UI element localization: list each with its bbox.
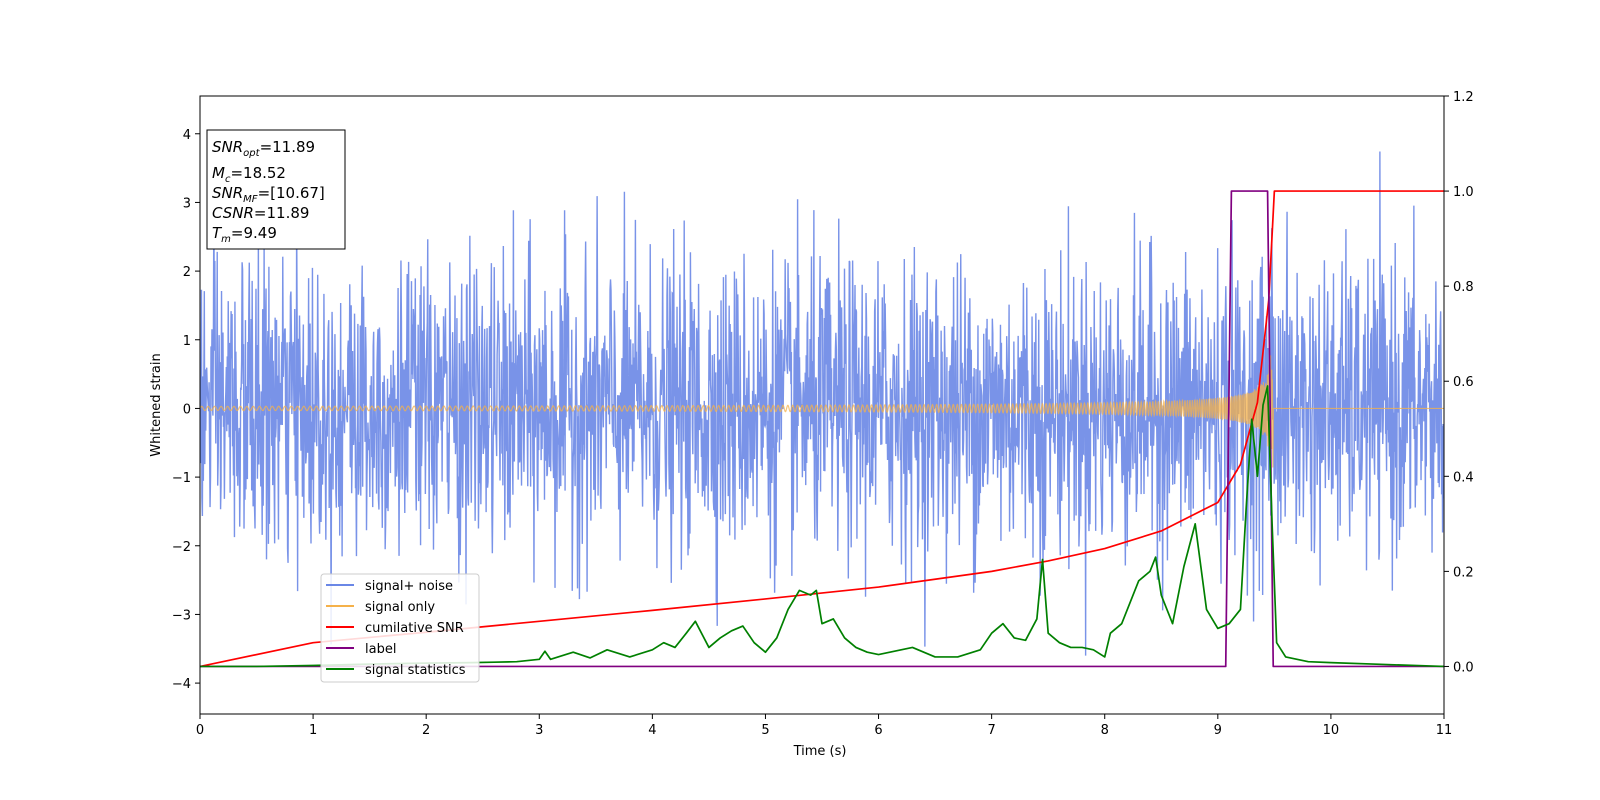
plot-frame	[199, 95, 1445, 715]
x-tick-label: 6	[874, 723, 882, 738]
y-right-tick-label: 0.0	[1453, 660, 1474, 675]
legend: signal+ noise signal only cumilative SNR…	[320, 573, 480, 683]
annotation-snr-opt: SNRopt=11.89	[212, 138, 315, 159]
annotation-csnr: CSNR=11.89	[212, 204, 309, 222]
annotation-mc: Mc=18.52	[212, 164, 286, 185]
annotation-frame	[206, 129, 346, 250]
legend-label-signal-only: signal only	[365, 600, 435, 615]
y-left-tick-label: 4	[183, 128, 191, 143]
y-left-tick-label: 2	[183, 265, 191, 280]
x-axis-label: Time (s)	[793, 744, 847, 759]
x-tick-label: 4	[648, 723, 656, 738]
x-tick-label: 1	[309, 723, 317, 738]
series-cumulative-snr	[200, 190, 1444, 668]
x-tick-label: 5	[761, 723, 769, 738]
x-tick-label: 0	[196, 723, 204, 738]
series-label	[200, 190, 1444, 668]
legend-label-signal-statistics: signal statistics	[365, 663, 466, 678]
x-tick-label: 11	[1436, 723, 1453, 738]
y-left-tick-label: −4	[172, 677, 191, 692]
annotation-snr-mf: SNRMF=[10.67]	[212, 184, 325, 205]
annotation-box: SNRopt=11.89 Mc=18.52 SNRMF=[10.67] CSNR…	[206, 129, 346, 250]
x-tick-label: 7	[987, 723, 995, 738]
y-axis-left-ticks: 4 3 2 1 0 −1 −2 −3 −4	[172, 128, 200, 692]
y-right-tick-label: 0.2	[1453, 565, 1474, 580]
y-left-tick-label: 1	[183, 334, 191, 349]
legend-frame	[320, 573, 480, 683]
x-axis-ticks: 0 1 2 3 4 5 6 7 8 9 10 11	[196, 714, 1452, 738]
y-left-tick-label: −2	[172, 540, 191, 555]
plot-series	[200, 151, 1444, 668]
series-signal-only	[200, 355, 1444, 468]
y-axis-label: Whitened strain	[149, 353, 164, 456]
y-left-tick-label: 3	[183, 196, 191, 211]
legend-label-label: label	[365, 642, 396, 657]
annotation-tm: Tm=9.49	[212, 224, 277, 245]
x-tick-label: 9	[1214, 723, 1222, 738]
y-right-tick-label: 0.4	[1453, 470, 1474, 485]
y-left-tick-label: −3	[172, 608, 191, 623]
legend-label-signal-noise: signal+ noise	[365, 579, 453, 594]
y-right-tick-label: 0.8	[1453, 280, 1474, 295]
series-signal-noise	[200, 151, 1444, 656]
x-tick-label: 3	[535, 723, 543, 738]
x-tick-label: 8	[1101, 723, 1109, 738]
y-right-tick-label: 1.0	[1453, 185, 1474, 200]
x-tick-label: 2	[422, 723, 430, 738]
x-tick-label: 10	[1323, 723, 1340, 738]
legend-label-cumulative-snr: cumilative SNR	[365, 621, 464, 636]
y-axis-right-ticks: 1.2 1.0 0.8 0.6 0.4 0.2 0.0	[1444, 90, 1474, 675]
y-right-tick-label: 0.6	[1453, 375, 1474, 390]
y-left-tick-label: −1	[172, 471, 191, 486]
y-right-tick-label: 1.2	[1453, 90, 1474, 105]
y-left-tick-label: 0	[183, 402, 191, 417]
series-signal-statistics	[200, 385, 1444, 668]
